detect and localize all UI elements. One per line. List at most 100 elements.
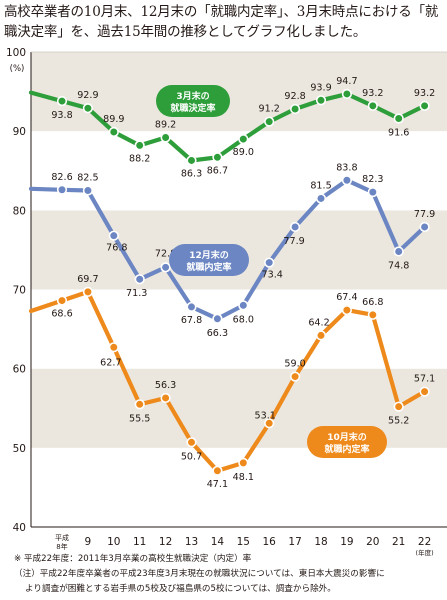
data-point [212, 152, 223, 163]
data-point [290, 103, 301, 115]
x-tick-label: 22 [418, 536, 431, 548]
data-point [393, 401, 404, 412]
data-label: 50.7 [181, 451, 202, 462]
data-point [82, 286, 93, 297]
data-label: 89.9 [103, 114, 124, 125]
data-point [82, 103, 93, 114]
data-point [341, 88, 353, 100]
series-line [28, 289, 427, 473]
data-point [160, 392, 171, 404]
notes: ※ 平成22年度：2011年3月卒業の高校生就職決定（内定）率 （注）平成22年… [14, 552, 444, 597]
series-label-text: 3月末の [176, 90, 209, 102]
data-label: 93.9 [310, 82, 331, 93]
series-label-badge [169, 244, 249, 276]
data-point [238, 300, 249, 311]
data-point [419, 100, 430, 111]
data-label: 91.6 [388, 128, 409, 139]
y-tick-label: 80 [13, 205, 26, 217]
data-label: 81.5 [310, 180, 331, 191]
data-label: 76.8 [106, 243, 127, 254]
data-point [264, 257, 275, 268]
x-unit-label: (年度) [416, 548, 434, 557]
data-point [134, 274, 145, 285]
data-label: 92.8 [284, 91, 305, 102]
y-tick-label: 60 [13, 364, 26, 376]
x-tick-label: 16 [263, 536, 277, 548]
series-label-text: 就職決定率 [170, 102, 215, 114]
data-label: 92.9 [77, 90, 98, 101]
x-tick-label: 8年 [56, 542, 67, 551]
data-point [264, 116, 275, 127]
data-point [419, 386, 430, 397]
data-point [212, 465, 223, 476]
data-label: 47.1 [207, 479, 228, 490]
data-point [160, 132, 171, 143]
data-label: 55.5 [129, 413, 150, 424]
data-point [419, 221, 430, 233]
series-label-badge [156, 85, 230, 117]
data-point [238, 457, 249, 468]
chart: 40 50 60 70 80 90 100 (%) 平成 8年 9 10 11 12 13 14 15 16 17 1… [0, 40, 447, 560]
data-label: 89.0 [233, 147, 254, 158]
data-label: 74.8 [388, 261, 409, 272]
data-point [264, 418, 275, 429]
series-label-text: 10月末の [327, 431, 367, 443]
data-point [108, 126, 119, 138]
data-label: 66.8 [362, 297, 383, 308]
y-tick-label: 50 [13, 443, 26, 455]
x-tick-label: 14 [211, 536, 225, 548]
data-point [108, 230, 119, 241]
data-point [186, 301, 197, 313]
x-tick-label: 18 [314, 536, 327, 548]
y-tick-label: 70 [13, 285, 26, 297]
y-tick-label: 90 [13, 126, 26, 138]
data-point [341, 175, 353, 186]
data-point [315, 95, 327, 106]
chart-bands [31, 52, 447, 527]
data-point [315, 193, 327, 204]
data-label: 48.1 [233, 472, 254, 483]
data-point [290, 371, 301, 382]
y-tick-label: 40 [13, 522, 26, 534]
data-label: 82.6 [51, 172, 72, 183]
data-label: 56.3 [155, 380, 176, 391]
data-point [134, 399, 145, 410]
data-label: 69.7 [77, 274, 98, 285]
data-label: 77.9 [414, 209, 435, 220]
data-point [160, 262, 171, 273]
x-tick-label: 19 [340, 536, 353, 548]
data-label: 68.0 [233, 314, 254, 325]
data-point [108, 342, 119, 353]
x-tick-label: 21 [392, 536, 405, 548]
data-point [315, 330, 327, 341]
data-label: 82.5 [77, 173, 98, 184]
y-tick-label: 100 [6, 47, 26, 59]
data-label: 59.0 [284, 359, 305, 370]
data-point [367, 100, 378, 111]
data-label: 55.2 [388, 416, 409, 427]
data-label: 68.6 [51, 309, 72, 320]
x-tick-label: 20 [366, 536, 379, 548]
series-label-text: 12月末の [189, 249, 229, 261]
chart-marks [56, 88, 430, 476]
x-tick-label: 17 [288, 536, 301, 548]
x-tick-label: 9 [85, 536, 92, 548]
data-point [56, 184, 68, 195]
data-label: 91.2 [259, 104, 280, 115]
series-label-text: 就職内定率 [186, 261, 231, 273]
x-tick-label: 13 [185, 536, 198, 548]
data-point [82, 185, 93, 196]
note-disclaimer-line2: より調査が困難とする岩手県の5校及び福島県の5校については、調査から除外。 [25, 584, 336, 594]
data-label: 93.2 [414, 88, 435, 99]
data-point [290, 221, 301, 233]
data-point [367, 187, 378, 198]
data-point [238, 133, 249, 145]
data-point [56, 95, 68, 107]
data-point [134, 140, 145, 151]
data-point [186, 437, 197, 448]
data-label: 82.3 [362, 174, 383, 185]
data-label: 83.8 [336, 162, 357, 173]
x-tick-label: 平成 [55, 533, 69, 542]
page-title: 高校卒業者の10月末、12月末の「就職内定率」、3月末時点における「就職決定率」… [4, 4, 439, 40]
